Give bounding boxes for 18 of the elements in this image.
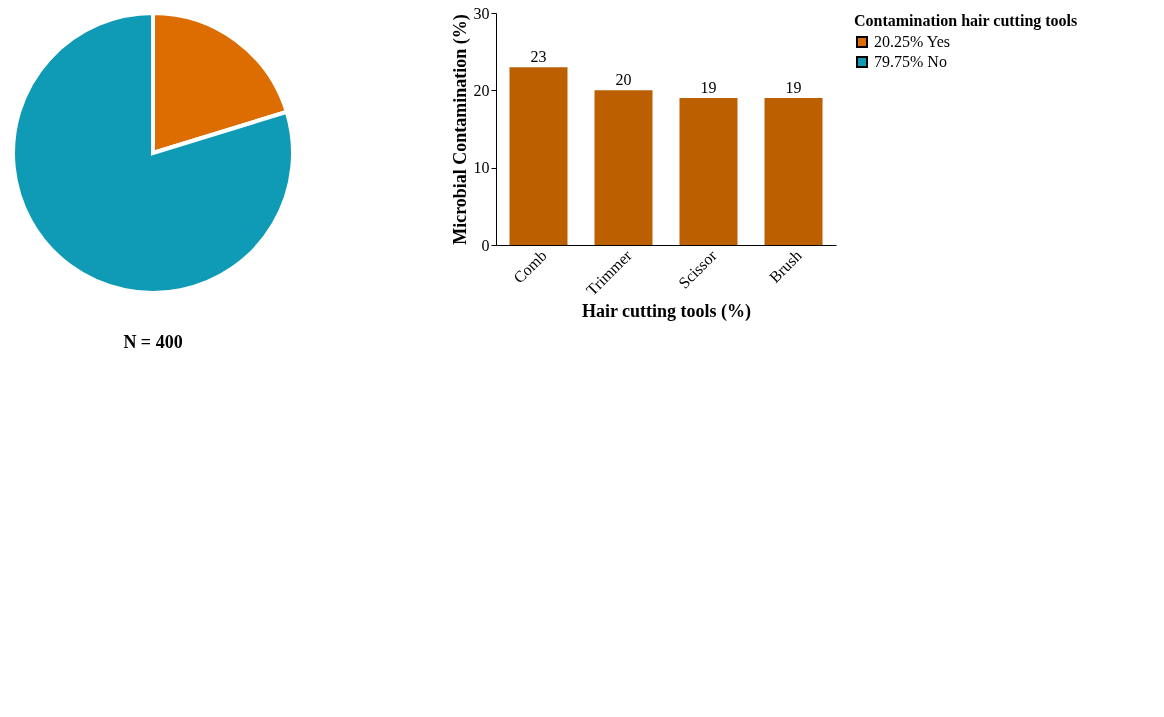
data-label: 23 <box>530 48 547 66</box>
bar <box>679 98 738 245</box>
data-label: 20 <box>615 71 632 89</box>
bar <box>594 90 653 245</box>
y-tick-label: 20 <box>473 81 490 99</box>
bar <box>764 98 823 245</box>
y-tick-label: 0 <box>481 236 490 254</box>
bar <box>509 67 568 245</box>
x-axis-title: Hair cutting tools (%) <box>581 300 752 322</box>
data-label: 19 <box>785 79 802 97</box>
y-tick-label: 10 <box>473 159 490 177</box>
data-label: 19 <box>700 79 717 97</box>
text: N = 400 <box>123 332 183 352</box>
y-axis-title: Microbial Contamination (%) <box>449 14 471 245</box>
legend-label: 20.25% Yes <box>874 33 951 50</box>
y-tick-label: 30 <box>473 4 490 22</box>
legend-label: 79.75% No <box>874 53 947 70</box>
legend-title: Contamination hair cutting tools <box>854 12 1078 30</box>
